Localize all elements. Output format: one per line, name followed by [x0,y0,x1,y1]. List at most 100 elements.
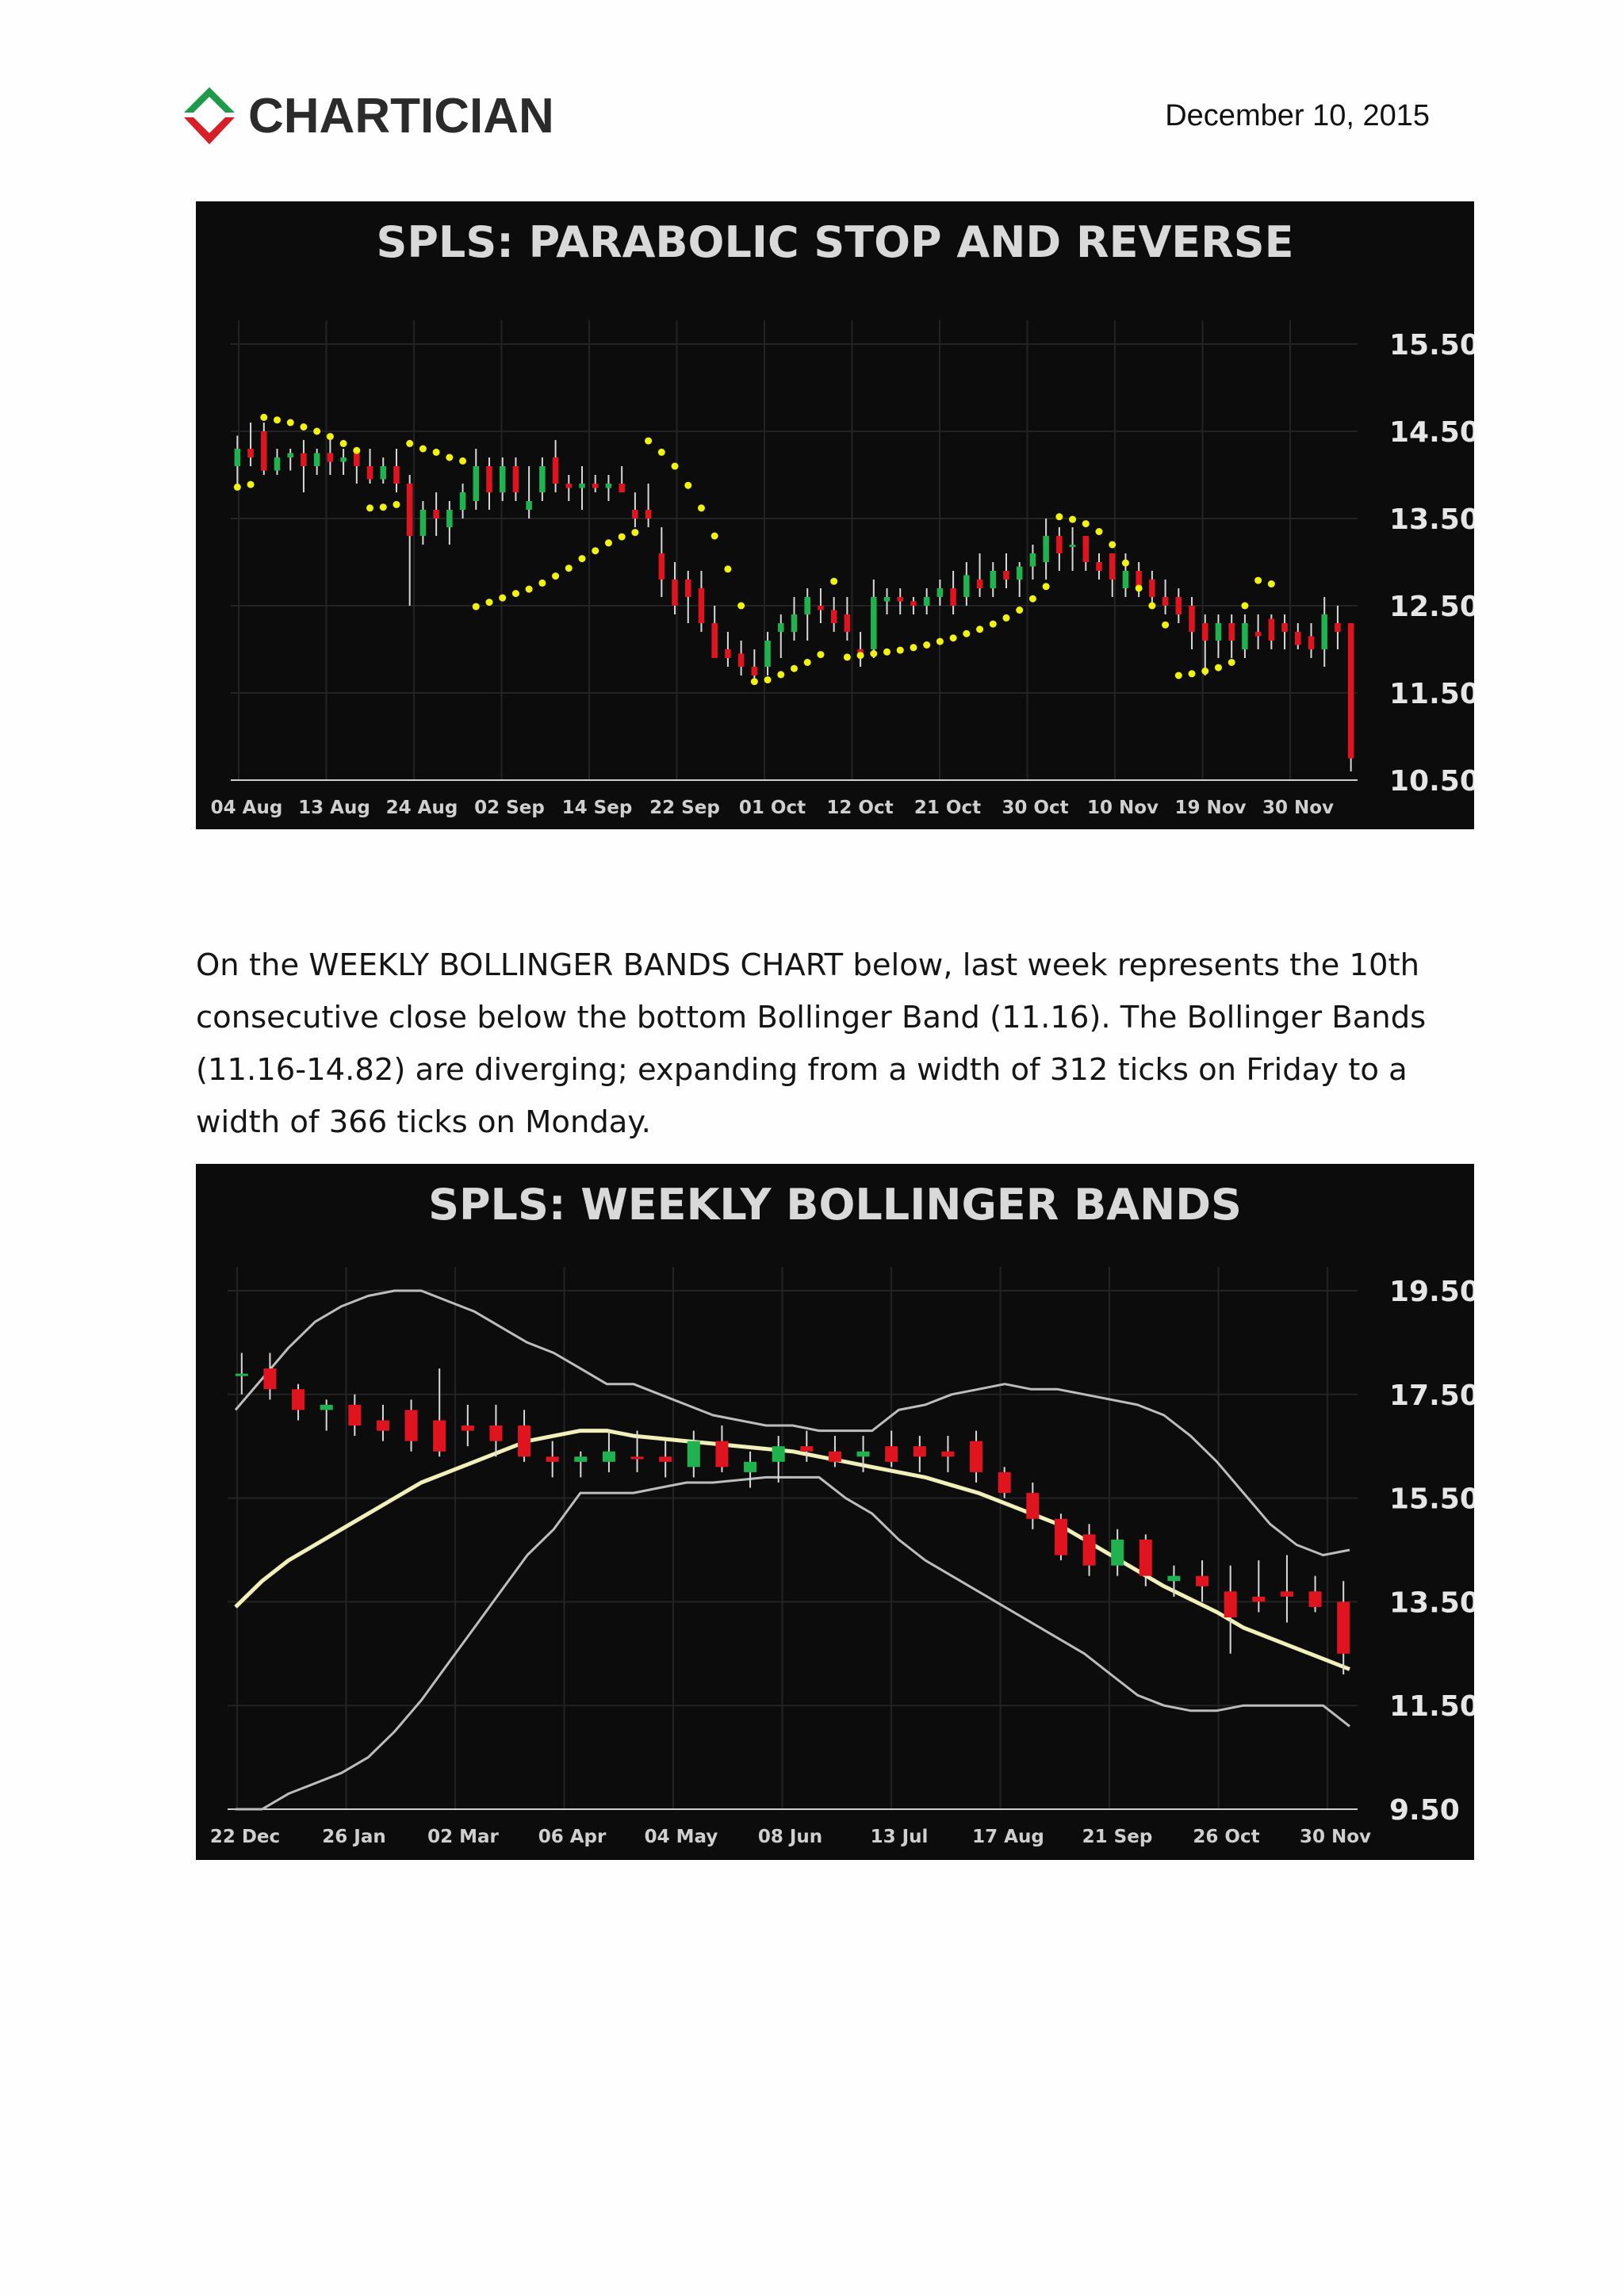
candle-body [1308,636,1315,649]
x-tick-label: 14 Sep [562,798,633,818]
x-tick-label: 24 Aug [386,798,458,818]
candle-up [526,466,532,519]
candle-body [897,597,904,602]
candle-up [419,501,427,545]
x-tick-label: 22 Sep [649,798,720,818]
candle-down [1252,1560,1266,1613]
candle-down [857,632,864,667]
sar-dot [1016,607,1024,614]
candle-up [1215,614,1222,658]
candle-down [1281,614,1288,649]
candle-down [261,423,267,475]
candle-body [883,597,891,602]
candle-down [366,449,373,484]
candle-down [632,492,638,527]
candle-down [301,440,307,492]
candle-up [856,1436,870,1472]
candle-up [871,580,877,658]
candle-up [804,588,810,641]
sar-dot [538,579,546,587]
candle-body [711,623,718,658]
candle-body [433,510,439,519]
candle-body [406,484,413,536]
candle-body [1252,1596,1266,1602]
candle-body [844,614,851,632]
candle-body [404,1410,418,1441]
candle-body [518,1425,531,1457]
sar-dot [286,419,294,427]
candle-down [941,1436,955,1472]
candle-down [715,1425,729,1472]
candle-body [526,501,532,510]
x-tick-label: 13 Jul [871,1827,929,1847]
candle-body [772,1446,785,1462]
sar-dot [326,433,334,441]
sar-dot [1228,659,1235,666]
candle-down [404,1399,418,1452]
candle-down [1149,571,1155,606]
sar-dot [525,585,533,593]
sar-dot [684,481,692,489]
candle-body [1224,1591,1237,1618]
candle-up [602,1430,615,1472]
candle-down [433,492,439,536]
candle-down [684,571,691,623]
candle-body [301,453,307,466]
candle-body [659,1456,672,1462]
candle-down [565,475,573,501]
candle-down [1228,614,1235,658]
sar-dot [511,590,519,598]
x-tick-label: 06 Apr [538,1827,607,1847]
candle-body [744,1461,757,1472]
candle-body [605,484,612,488]
candle-body [923,597,930,606]
x-tick-label: 12 Oct [826,798,893,818]
candle-body [1026,1493,1040,1519]
candle-up [687,1430,700,1478]
chart-title: SPLS: PARABOLIC STOP AND REVERSE [376,217,1293,267]
candle-body [320,1404,333,1410]
sar-dot [1109,541,1116,549]
sar-dot [936,637,944,645]
candle-body [499,466,506,492]
candle-body [292,1389,305,1410]
candle-body [913,1446,926,1457]
candle-body [1139,1539,1152,1576]
brand-name: CHARTICIAN [248,89,554,144]
candle-body [1122,571,1129,588]
candle-body [645,510,652,519]
candle-down [1337,1581,1350,1674]
candle-body [1335,623,1341,632]
sar-dot [366,504,374,512]
sar-dot [1214,664,1222,672]
candle-body [1109,553,1116,580]
sar-dot [737,602,745,610]
candle-body [489,1425,503,1441]
candle-down [1224,1565,1237,1654]
sar-dot [750,678,758,686]
y-tick-label: 12.50 [1389,591,1474,623]
candle-down [1254,614,1262,649]
candle-body [1167,1575,1181,1582]
candle-body [936,588,944,597]
x-tick-label: 10 Nov [1087,798,1159,818]
candle-up [1016,562,1023,597]
candle-body [1201,623,1208,641]
candle-down [1196,1560,1209,1602]
candle-body [354,453,360,466]
candle-down [376,1404,389,1441]
candle-down [552,440,559,492]
sar-dot [710,532,718,540]
candle-down [518,1410,531,1462]
candle-body [1228,623,1235,641]
candle-down [737,641,745,675]
candle-up [1029,545,1036,580]
candle-body [857,649,864,654]
candle-down [592,475,599,492]
candle-down [1295,623,1301,649]
candle-up [274,449,281,475]
y-tick-label: 9.50 [1389,1794,1460,1827]
x-tick-label: 04 Aug [211,798,283,818]
sar-dot [1201,668,1209,675]
sar-dot [432,448,440,456]
